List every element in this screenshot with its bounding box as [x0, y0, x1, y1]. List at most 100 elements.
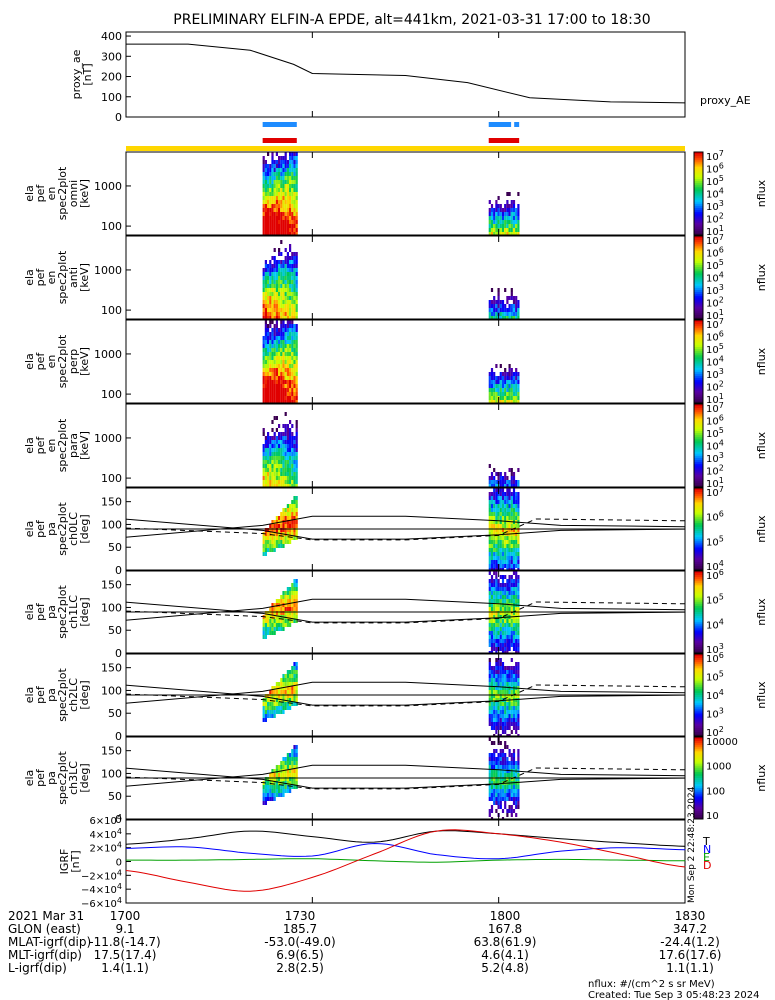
colorbar-frame: [693, 319, 704, 404]
colorbar-tick-label: 104: [706, 187, 724, 201]
colorbar-label: nflux: [755, 263, 768, 291]
panel-frame: [125, 151, 686, 236]
colorbar-tick-label: 103: [706, 707, 724, 721]
loss-cone-line: [125, 598, 686, 621]
igrf-ytick-label: 4×104: [89, 827, 122, 841]
antiloss-cone-line: [125, 601, 686, 623]
panel-ylabel: pef: [34, 519, 47, 538]
panel-ytick-label: 100: [101, 304, 122, 317]
spectrogram-anti: 1000100elapefenspec2plotanti[keV]1071061…: [23, 233, 768, 322]
panel-ytick-label: 1000: [94, 432, 122, 445]
colorbar-tick-label: 101: [706, 476, 724, 490]
panel-frame: [125, 653, 686, 737]
colorbar-tick-label: 107: [706, 401, 724, 415]
indicator-bars: [126, 122, 685, 151]
panel-ylabel: spec2plot: [56, 418, 69, 472]
colorbar-tick-label: 104: [706, 559, 724, 573]
loss-cone-line: [125, 515, 686, 538]
colorbar-label: nflux: [755, 179, 768, 207]
colorbar-tick-label: 101: [706, 392, 724, 406]
colorbar-tick-label: 105: [706, 426, 724, 440]
xtick-label: 1830: [675, 909, 706, 923]
panel-ylabel: spec2plot: [56, 166, 69, 220]
spectrogram-cells: [262, 488, 520, 570]
colorbar-frame: [693, 487, 704, 571]
colorbar-tick-label: 105: [706, 258, 724, 272]
panel-ylabel: spec2plot: [56, 585, 69, 639]
colorbar-tick-label: 107: [706, 317, 724, 331]
panel-ylabel: pef: [34, 184, 47, 203]
colorbar-tick-label: 107: [706, 233, 724, 247]
panel-ytick-label: 150: [101, 579, 122, 592]
panel-frame: [125, 403, 686, 488]
panel-ytick-label: 50: [108, 790, 122, 803]
panel-ylabel: pef: [34, 352, 47, 371]
panel-ylabel: pef: [34, 436, 47, 455]
loss-cone-line: [125, 681, 686, 704]
igrf-panel: 6×1044×1042×1040−2×104−4×104−6×104IGRF[n…: [58, 786, 711, 910]
colorbar-tick-label: 103: [706, 199, 724, 213]
panel-ytick-label: 150: [101, 745, 122, 758]
ae-frame: [125, 31, 686, 118]
colorbar-tick-label: 101: [706, 224, 724, 238]
colorbar-tick-label: 106: [706, 510, 724, 524]
panel-ytick-label: 0: [115, 730, 122, 743]
panel-ytick-label: 1000: [94, 348, 122, 361]
colorbar-frame: [693, 403, 704, 488]
footer-created: Created: Tue Sep 3 05:48:23 2024: [588, 990, 760, 1000]
spectrogram-ch0LC: 150100500elapefpaspec2plotch0LC[deg]1071…: [23, 485, 768, 577]
igrf-ytick-label: −2×104: [81, 868, 122, 882]
colorbar-tick-label: 103: [706, 367, 724, 381]
panel-ylabel: [deg]: [78, 763, 91, 792]
ephemeris-cell: -53.0(-49.0): [264, 935, 335, 949]
panel-ylabel: ela: [23, 604, 36, 621]
ae-ytick-label: 100: [101, 91, 122, 104]
ephemeris-cell: 1700: [110, 909, 141, 923]
colorbar-tick-label: 100: [706, 786, 725, 797]
panel-ytick-label: 0: [115, 564, 122, 577]
panel-ylabel: [deg]: [78, 680, 91, 709]
antiloss-cone-line: [125, 684, 686, 706]
panel-ylabel: pa: [45, 771, 58, 785]
panel-ytick-label: 150: [101, 662, 122, 675]
spectrogram-cells: [262, 320, 520, 403]
panel-ylabel: spec2plot: [56, 334, 69, 388]
dashed-reference-line: [125, 518, 686, 541]
ephemeris-cell: 9.1: [115, 922, 134, 936]
panel-ylabel: pa: [45, 522, 58, 536]
panel-ytick-label: 1000: [94, 264, 122, 277]
colorbar-tick-label: 105: [706, 534, 724, 548]
ephemeris-cell: 1.4(1.1): [101, 961, 149, 975]
ephemeris-cell: 4.6(4.1): [481, 948, 529, 962]
ephemeris-cell: 167.8: [488, 922, 522, 936]
ae-ylabel: proxy_ae: [70, 49, 83, 99]
panel-ytick-label: 100: [101, 684, 122, 697]
igrf-ytick-label: −6×104: [81, 896, 122, 910]
ephemeris-cell: 17.5(17.4): [94, 948, 157, 962]
igrf-legend-D: D: [703, 859, 711, 872]
ae-ytick-label: 200: [101, 71, 122, 84]
spectrogram-cells: [262, 571, 520, 653]
igrf-ytick-label: 0: [116, 858, 122, 869]
panel-ytick-label: 1000: [94, 180, 122, 193]
colorbar-tick-label: 101: [706, 308, 724, 322]
panel-ylabel: ela: [23, 770, 36, 787]
panel-ylabel: ela: [23, 521, 36, 538]
colorbar-tick-label: 104: [706, 271, 724, 285]
panel-ytick-label: 50: [108, 541, 122, 554]
panel-ylabel: ch1LC: [67, 595, 80, 629]
panel-ylabel: en: [45, 439, 58, 453]
colorbar-tick-label: 107: [706, 485, 724, 499]
colorbar-tick-label: 106: [706, 568, 724, 582]
igrf-side-stamp: Mon Sep 2 22:48:23 2024: [687, 786, 697, 903]
panel-ylabel: [keV]: [78, 431, 91, 460]
ephemeris-cell: 2.8(2.5): [276, 961, 324, 975]
panel-ylabel: pef: [34, 685, 47, 704]
ephemeris-row-label: GLON (east): [8, 922, 81, 936]
spectrogram-panels: 1000100elapefenspec2plotomni[keV]1071061…: [23, 149, 768, 826]
xtick-label: 1730: [285, 909, 316, 923]
panel-ylabel: spec2plot: [56, 751, 69, 805]
spectrogram-perp: 1000100elapefenspec2plotperp[keV]1071061…: [23, 317, 768, 406]
spectrogram-para: 1000100elapefenspec2plotpara[keV]1071061…: [23, 401, 768, 490]
ephemeris-row-label: L-igrf(dip): [8, 961, 67, 975]
